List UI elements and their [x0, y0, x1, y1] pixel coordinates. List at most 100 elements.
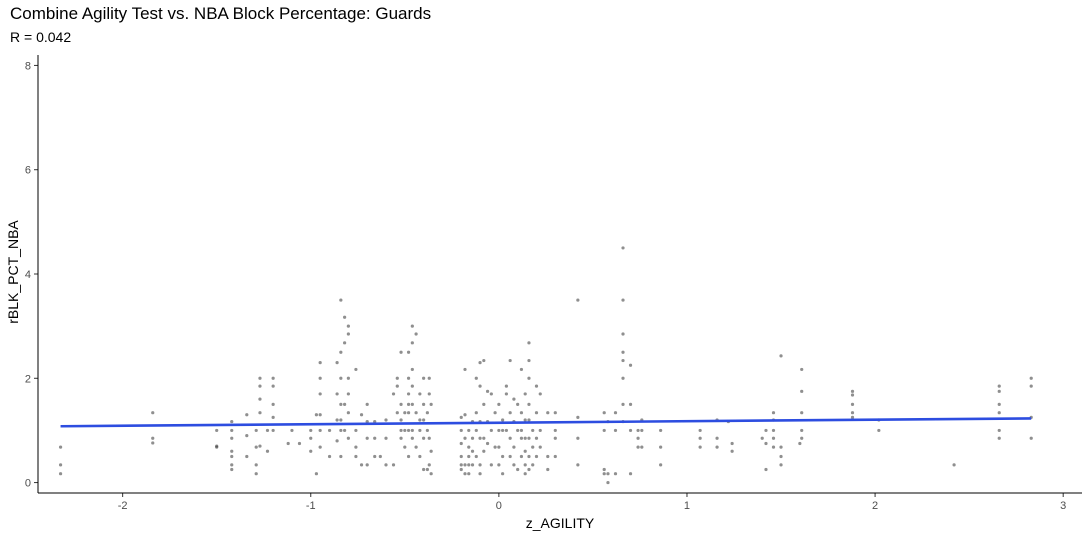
data-point	[365, 463, 369, 467]
data-point	[359, 413, 364, 417]
data-point	[534, 411, 539, 415]
data-point	[271, 376, 275, 380]
y-axis-title: rBLK_PCT_NBA	[5, 220, 21, 324]
data-point	[346, 332, 350, 336]
data-point	[459, 428, 463, 433]
data-point	[553, 436, 557, 440]
data-point	[467, 428, 471, 433]
data-point	[602, 472, 606, 476]
data-point	[527, 402, 531, 406]
data-point	[531, 428, 535, 433]
data-point	[309, 428, 313, 433]
data-point	[373, 436, 377, 440]
data-point	[493, 445, 497, 449]
data-point	[800, 411, 804, 415]
data-point	[764, 428, 768, 433]
data-point	[343, 315, 347, 319]
data-point	[271, 428, 275, 433]
data-point	[403, 428, 407, 433]
data-point	[258, 397, 262, 401]
data-point	[230, 436, 234, 440]
data-point	[602, 411, 606, 415]
data-point	[850, 415, 855, 419]
data-point	[245, 434, 249, 438]
data-point	[546, 467, 550, 472]
data-point	[523, 463, 527, 467]
data-point	[254, 472, 258, 476]
data-point	[493, 411, 497, 415]
data-point	[365, 419, 369, 424]
data-point	[771, 445, 776, 449]
data-point	[399, 350, 403, 354]
data-point	[527, 454, 531, 459]
data-point	[258, 411, 262, 415]
data-point	[215, 445, 219, 449]
data-point	[730, 449, 734, 453]
data-point	[602, 467, 606, 472]
data-point	[508, 436, 512, 440]
data-point	[406, 376, 411, 380]
x-axis-ticks: -2 -1 0 1 2 3	[118, 493, 1066, 512]
data-point	[621, 358, 625, 363]
data-point	[354, 428, 358, 433]
data-point	[335, 361, 339, 365]
data-point	[489, 392, 493, 396]
data-point	[698, 428, 702, 433]
data-point	[410, 341, 414, 345]
data-point	[399, 428, 403, 433]
data-point	[538, 392, 542, 396]
data-point	[151, 411, 155, 415]
data-point	[429, 449, 433, 453]
data-point	[659, 428, 663, 433]
x-tick-label: -1	[306, 500, 316, 512]
data-point	[779, 454, 783, 459]
data-point	[339, 376, 343, 380]
data-point	[553, 454, 557, 459]
data-point	[470, 449, 475, 453]
data-point	[606, 480, 610, 485]
data-point	[478, 361, 482, 365]
data-point	[406, 392, 411, 396]
data-point	[258, 444, 262, 448]
data-point	[640, 445, 644, 449]
data-point	[779, 354, 783, 358]
data-point	[470, 463, 475, 467]
data-point	[628, 428, 633, 433]
data-point	[373, 419, 377, 424]
data-point	[523, 392, 527, 396]
data-point	[403, 411, 407, 415]
data-point	[463, 367, 467, 372]
data-point	[523, 472, 527, 476]
data-point	[230, 428, 234, 433]
data-point	[339, 298, 343, 302]
data-point	[474, 411, 478, 415]
data-point	[508, 454, 512, 459]
data-point	[395, 384, 399, 388]
data-point	[339, 402, 343, 406]
data-point	[546, 454, 550, 459]
data-point	[425, 467, 429, 472]
data-point	[463, 436, 467, 440]
data-point	[459, 415, 463, 419]
data-point	[698, 445, 702, 449]
data-point	[779, 445, 783, 449]
data-point	[463, 413, 467, 417]
data-point	[258, 384, 262, 388]
y-tick-label: 6	[25, 165, 31, 177]
data-point	[467, 472, 471, 476]
data-point	[497, 445, 501, 449]
data-point	[482, 358, 486, 363]
data-point	[501, 418, 505, 422]
data-point	[531, 445, 535, 449]
data-point	[613, 428, 618, 433]
data-point	[534, 454, 539, 459]
data-point	[318, 413, 322, 417]
data-point	[418, 418, 422, 422]
data-point	[997, 402, 1001, 406]
trend-line	[60, 417, 1032, 428]
data-point	[497, 402, 501, 406]
data-point	[427, 436, 431, 440]
data-point	[504, 392, 508, 396]
data-point	[531, 463, 535, 467]
